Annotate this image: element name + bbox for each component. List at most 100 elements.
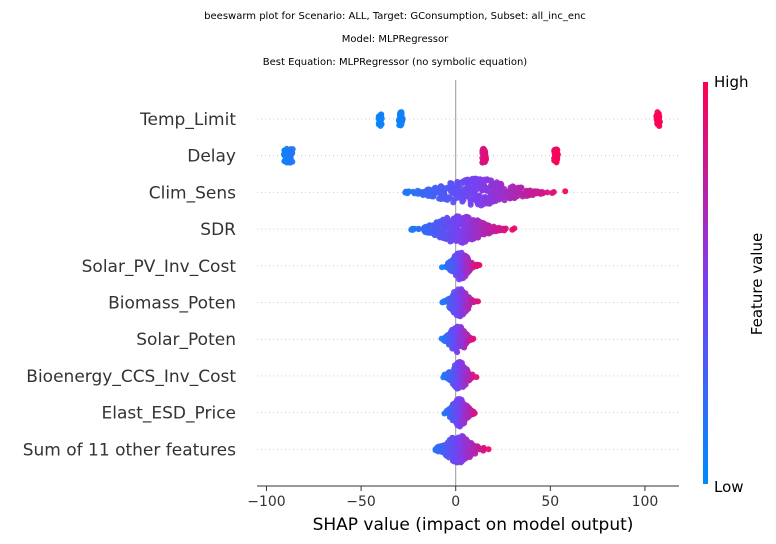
data-point	[451, 439, 458, 446]
data-point	[458, 287, 465, 294]
data-point	[551, 156, 558, 163]
data-point	[402, 189, 409, 196]
data-point	[452, 301, 459, 308]
colorbar-low-label: Low	[714, 478, 744, 496]
data-point	[447, 339, 454, 346]
data-point	[461, 418, 468, 425]
data-point	[486, 222, 493, 229]
row-gridlines	[257, 118, 679, 450]
x-tick-label: −100	[247, 494, 285, 510]
data-point	[495, 224, 502, 231]
data-point	[466, 405, 473, 412]
x-axis-label: SHAP value (impact on model output)	[313, 515, 634, 535]
data-point	[440, 298, 447, 305]
data-point	[448, 404, 455, 411]
feature-label: Bioenergy_CCS_Inv_Cost	[26, 367, 236, 387]
data-point	[446, 369, 453, 376]
data-point	[448, 265, 455, 272]
feature-label: Sum of 11 other features	[23, 440, 236, 460]
data-point	[464, 214, 471, 221]
data-point	[409, 226, 416, 233]
data-point	[459, 433, 466, 440]
data-point	[456, 326, 463, 333]
data-point	[453, 419, 460, 426]
feature-label: Temp_Limit	[139, 110, 236, 130]
data-point	[420, 190, 427, 197]
data-point	[450, 215, 457, 222]
data-point	[456, 299, 463, 306]
data-point	[452, 224, 459, 231]
data-point	[446, 261, 453, 268]
data-point	[455, 237, 462, 244]
data-point	[456, 265, 463, 272]
title-line-1: beeswarm plot for Scenario: ALL, Target:…	[204, 11, 586, 22]
data-point	[449, 186, 456, 193]
title-line-3: Best Equation: MLPRegressor (no symbolic…	[263, 57, 527, 68]
title-line-2: Model: MLPRegressor	[342, 34, 449, 45]
data-point	[464, 411, 471, 418]
data-point	[455, 292, 462, 299]
data-point	[468, 296, 475, 303]
colorbar: High Low Feature value	[703, 73, 766, 496]
data-point	[470, 196, 477, 203]
data-point	[438, 335, 445, 342]
data-point	[376, 121, 383, 128]
data-point	[472, 175, 479, 182]
x-tick-label: 0	[451, 494, 460, 510]
x-tick-label: −50	[346, 494, 376, 510]
data-point	[544, 189, 551, 196]
data-point	[482, 154, 489, 161]
data-point	[495, 190, 502, 197]
data-point	[457, 340, 464, 347]
data-point	[447, 238, 454, 245]
data-point	[442, 235, 449, 242]
data-point	[467, 201, 474, 208]
data-point	[443, 407, 450, 414]
data-point	[481, 220, 488, 227]
data-point	[465, 227, 472, 234]
data-point	[455, 384, 462, 391]
data-point	[485, 446, 492, 453]
data-point	[289, 146, 296, 153]
data-point	[452, 375, 459, 382]
data-point	[475, 230, 482, 237]
data-point	[443, 221, 450, 228]
chart-title: beeswarm plot for Scenario: ALL, Target:…	[204, 11, 586, 68]
data-point	[655, 120, 662, 127]
data-point	[549, 190, 556, 197]
data-point	[445, 454, 452, 461]
data-point	[458, 273, 465, 280]
data-point	[478, 179, 485, 186]
data-point	[551, 147, 558, 154]
data-point	[442, 196, 449, 203]
data-point	[458, 360, 465, 367]
x-axis: −100 −50 0 50 100	[247, 485, 679, 510]
data-point	[448, 296, 455, 303]
data-point	[441, 448, 448, 455]
data-point	[283, 156, 290, 163]
data-point	[432, 446, 439, 453]
data-point	[449, 233, 456, 240]
data-point	[459, 402, 466, 409]
data-point	[444, 439, 451, 446]
data-point	[562, 188, 569, 195]
data-point	[507, 189, 514, 196]
x-tick-label: 50	[541, 494, 559, 510]
data-point	[452, 195, 459, 202]
data-point	[454, 399, 461, 406]
data-point	[459, 307, 466, 314]
data-point	[457, 335, 464, 342]
data-point	[473, 225, 480, 232]
feature-labels: Temp_Limit Delay Clim_Sens SDR Solar_PV_Inv_…	[23, 110, 237, 460]
data-point	[463, 260, 470, 267]
colorbar-gradient	[703, 82, 708, 484]
data-point	[470, 191, 477, 198]
data-point	[511, 225, 518, 232]
data-point	[451, 458, 458, 465]
data-point	[378, 113, 385, 120]
data-point	[516, 189, 523, 195]
data-point	[489, 198, 496, 205]
data-point	[474, 185, 481, 192]
data-point	[287, 152, 294, 159]
